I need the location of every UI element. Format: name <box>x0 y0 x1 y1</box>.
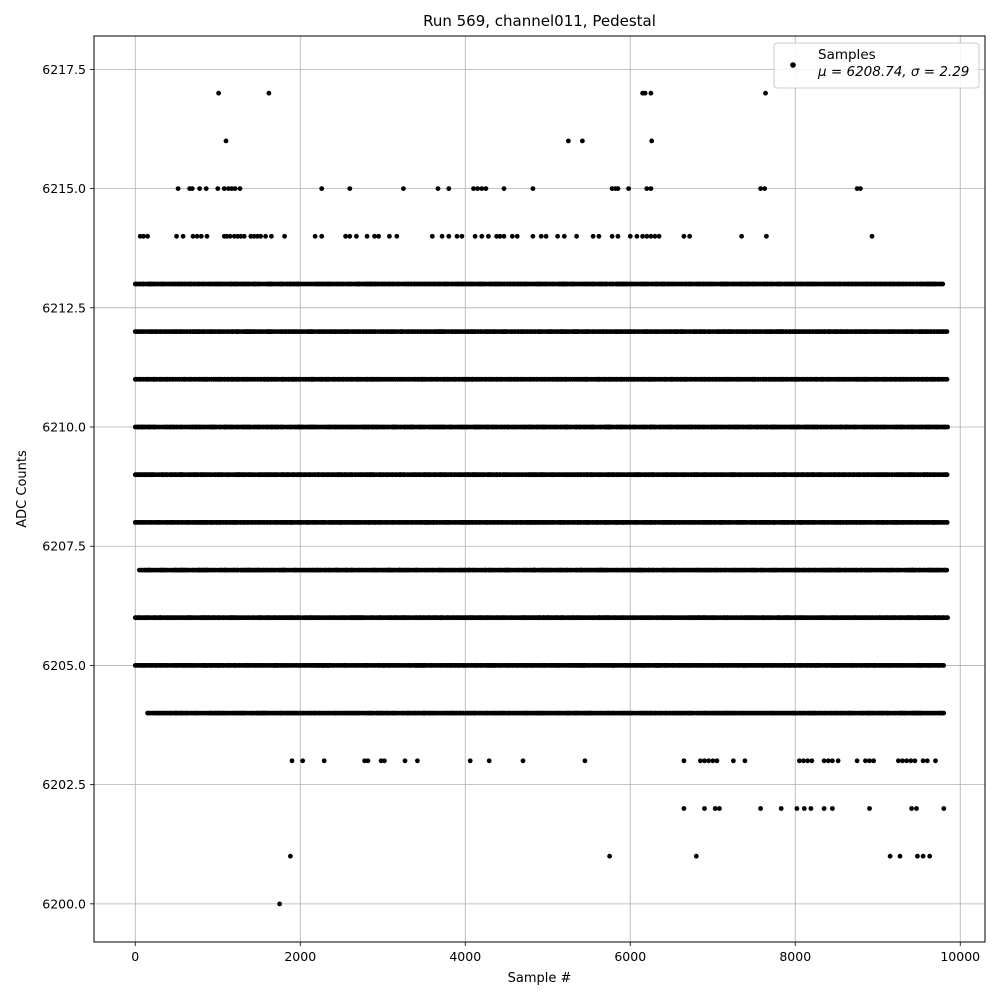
data-point <box>941 710 947 716</box>
data-point <box>944 472 950 478</box>
data-point <box>944 567 950 573</box>
data-point <box>945 424 950 430</box>
data-point <box>945 615 950 621</box>
data-points <box>132 90 950 907</box>
data-point <box>944 376 950 382</box>
data-point <box>944 520 950 525</box>
data-point <box>941 663 946 668</box>
